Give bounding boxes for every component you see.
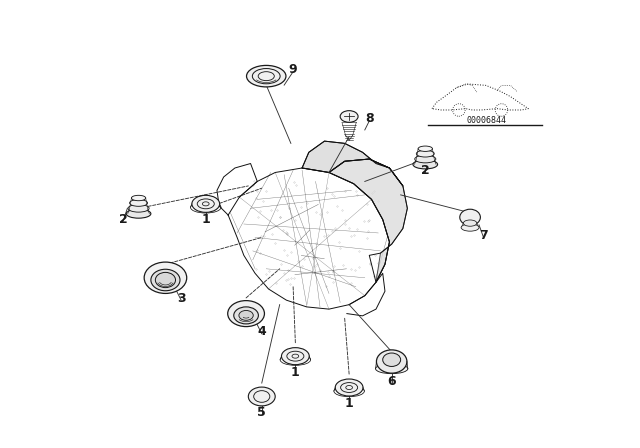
Polygon shape [302,141,389,172]
Ellipse shape [340,111,358,122]
Ellipse shape [126,209,151,218]
Ellipse shape [418,146,433,151]
Ellipse shape [248,387,275,406]
Ellipse shape [131,195,146,201]
Ellipse shape [192,195,220,212]
Ellipse shape [417,151,435,157]
Text: 1: 1 [202,213,210,226]
Ellipse shape [228,301,264,327]
Text: 2: 2 [118,213,127,226]
Ellipse shape [151,269,180,291]
Ellipse shape [376,350,407,373]
Polygon shape [329,159,407,282]
Ellipse shape [156,272,175,288]
Ellipse shape [413,160,438,169]
Ellipse shape [383,353,401,366]
Text: 4: 4 [257,325,266,338]
Text: 00006844: 00006844 [467,116,507,125]
Ellipse shape [461,224,479,231]
Text: 6: 6 [387,375,396,388]
Text: 9: 9 [289,63,298,76]
Text: 1: 1 [345,397,353,410]
Text: 2: 2 [421,164,429,177]
Ellipse shape [460,209,481,225]
Ellipse shape [128,204,149,212]
Ellipse shape [376,364,408,374]
Ellipse shape [255,401,268,406]
Text: 3: 3 [177,292,186,305]
Ellipse shape [239,310,253,320]
Ellipse shape [282,348,309,365]
Ellipse shape [234,307,259,324]
Ellipse shape [415,155,436,163]
Ellipse shape [246,65,286,87]
Text: 5: 5 [257,406,266,419]
Ellipse shape [463,220,477,226]
Text: 8: 8 [365,112,374,125]
Ellipse shape [335,379,363,396]
Ellipse shape [144,262,187,293]
Text: 7: 7 [479,229,488,242]
Text: 1: 1 [291,366,300,379]
Ellipse shape [129,200,148,206]
